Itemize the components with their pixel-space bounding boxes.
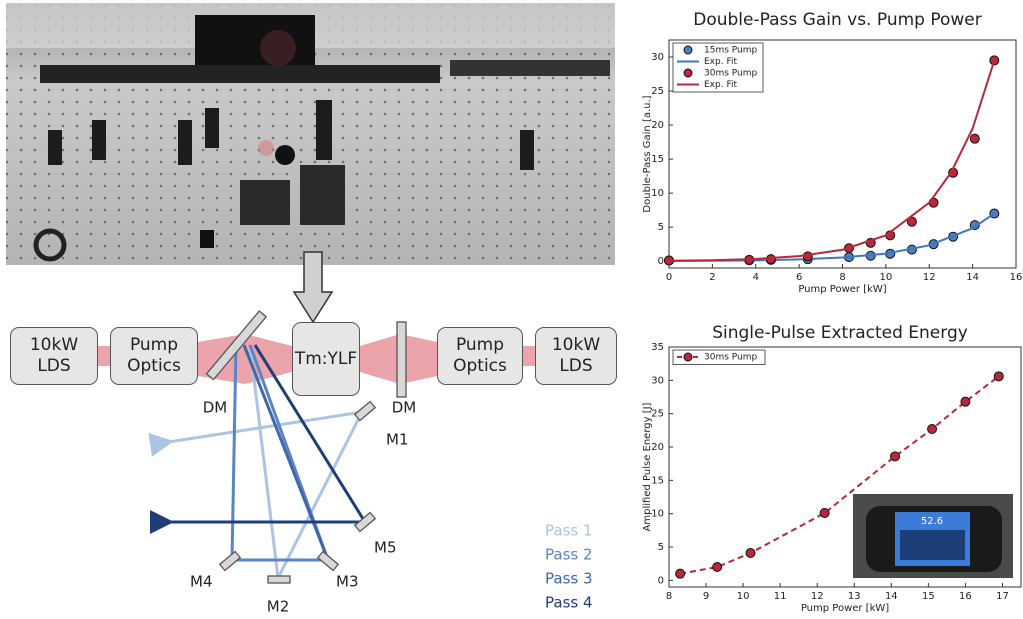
data-point — [994, 372, 1003, 381]
x-axis-label: Pump Power [kW] — [798, 284, 886, 295]
x-tick-label: 6 — [796, 272, 802, 283]
inset-photo: 52.6 — [853, 494, 1013, 578]
x-tick-label: 10 — [880, 272, 893, 283]
x-tick-label: 13 — [848, 591, 861, 602]
legend-marker — [684, 353, 692, 361]
legend-label: Exp. Fit — [704, 57, 737, 67]
x-tick-label: 14 — [966, 272, 979, 283]
y-axis-label: Amplified Pulse Energy [J] — [642, 402, 653, 531]
crystal-box: Tm:YLF — [292, 322, 360, 396]
y-tick-label: 0 — [658, 256, 664, 267]
laser-box: 10kW LDS — [10, 327, 98, 385]
figure-canvas: DM DM M1 M2 M3 M4 M5 Pass 1 Pass 2 Pass … — [0, 0, 1023, 619]
x-tick-label: 12 — [923, 272, 936, 283]
pass-label: Pass 4 — [545, 594, 593, 612]
x-tick-label: 16 — [959, 591, 972, 602]
laser-box: 10kW LDS — [535, 327, 617, 385]
data-point — [713, 563, 722, 572]
x-tick-label: 16 — [1010, 272, 1023, 283]
legend-label: 30ms Pump — [704, 69, 758, 79]
y-tick-label: 10 — [651, 509, 664, 520]
y-tick-label: 30 — [651, 375, 664, 386]
x-tick-label: 11 — [774, 591, 787, 602]
y-axis-label: Double-Pass Gain [a.u.] — [642, 95, 653, 212]
x-tick-label: 8 — [839, 272, 845, 283]
lab-photo — [6, 3, 615, 265]
y-tick-label: 5 — [658, 542, 664, 553]
legend-marker — [684, 46, 692, 54]
x-tick-label: 4 — [753, 272, 759, 283]
x-axis-label: Pump Power [kW] — [801, 603, 889, 614]
x-tick-label: 8 — [666, 591, 672, 602]
y-tick-label: 25 — [651, 409, 664, 420]
y-tick-label: 15 — [651, 475, 664, 486]
mirror-label: M3 — [336, 573, 359, 591]
x-tick-label: 15 — [922, 591, 935, 602]
data-point — [676, 569, 685, 578]
mirror-label: M2 — [267, 598, 290, 616]
legend-label: 30ms Pump — [704, 353, 758, 363]
meter-readout: 52.6 — [921, 516, 943, 527]
x-tick-label: 0 — [666, 272, 672, 283]
mirror-label: M1 — [386, 431, 409, 449]
mirror-label: M5 — [374, 539, 397, 557]
x-tick-label: 2 — [709, 272, 715, 283]
dm-label: DM — [203, 399, 228, 417]
data-point — [891, 452, 900, 461]
data-point — [961, 397, 970, 406]
pass-label: Pass 2 — [545, 546, 593, 564]
optics-box: Pump Optics — [437, 327, 523, 385]
data-point — [746, 549, 755, 558]
dm-label: DM — [392, 399, 417, 417]
chart-title: Single-Pulse Extracted Energy — [712, 323, 968, 343]
data-point — [970, 134, 979, 143]
mirror-label: M4 — [190, 573, 213, 591]
legend-label: Exp. Fit — [704, 80, 737, 90]
x-tick-label: 17 — [996, 591, 1009, 602]
x-tick-label: 9 — [703, 591, 709, 602]
x-tick-label: 10 — [737, 591, 750, 602]
x-tick-label: 12 — [811, 591, 824, 602]
y-tick-label: 0 — [658, 575, 664, 586]
legend-marker — [684, 69, 692, 77]
pass-label: Pass 1 — [545, 522, 593, 540]
legend-label: 15ms Pump — [704, 46, 758, 56]
x-tick-label: 14 — [885, 591, 898, 602]
y-tick-label: 20 — [651, 120, 664, 131]
y-tick-label: 10 — [651, 188, 664, 199]
figure: DM DM M1 M2 M3 M4 M5 Pass 1 Pass 2 Pass … — [0, 0, 1023, 619]
optics-box: Pump Optics — [110, 327, 198, 385]
series-line — [669, 214, 994, 261]
y-tick-label: 15 — [651, 154, 664, 165]
y-tick-label: 25 — [651, 86, 664, 97]
chart-title: Double-Pass Gain vs. Pump Power — [693, 10, 982, 30]
data-point — [928, 425, 937, 434]
y-tick-label: 35 — [651, 342, 664, 353]
data-point — [803, 252, 812, 261]
data-point — [820, 509, 829, 518]
y-tick-label: 20 — [651, 442, 664, 453]
pass-label: Pass 3 — [545, 570, 593, 588]
y-tick-label: 30 — [651, 52, 664, 63]
y-tick-label: 5 — [658, 222, 664, 233]
